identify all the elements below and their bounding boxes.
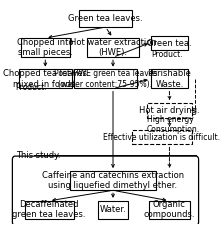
FancyBboxPatch shape bbox=[151, 36, 188, 50]
Text: Hot air drying.: Hot air drying. bbox=[139, 106, 200, 115]
Text: Effective utilization is difficult.: Effective utilization is difficult. bbox=[103, 133, 220, 142]
Text: Post-HWE green tea leaves
(water content:75-95%).: Post-HWE green tea leaves (water content… bbox=[54, 69, 157, 89]
FancyBboxPatch shape bbox=[87, 38, 139, 57]
FancyBboxPatch shape bbox=[147, 103, 192, 117]
Text: Chopped into
small pieces.: Chopped into small pieces. bbox=[17, 38, 73, 57]
FancyBboxPatch shape bbox=[21, 38, 70, 57]
FancyBboxPatch shape bbox=[79, 10, 132, 27]
Text: This study.: This study. bbox=[16, 151, 61, 160]
Text: Product.: Product. bbox=[152, 50, 183, 59]
Text: Caffeine and catechins extraction
using liquefied dimethyl ether.: Caffeine and catechins extraction using … bbox=[42, 171, 184, 190]
FancyBboxPatch shape bbox=[12, 156, 199, 225]
FancyBboxPatch shape bbox=[98, 201, 128, 219]
Text: Water.: Water. bbox=[100, 205, 126, 214]
Text: Green tea.: Green tea. bbox=[147, 39, 192, 48]
Text: Product.: Product. bbox=[15, 83, 47, 92]
Text: Hot water extraction
(HWE).: Hot water extraction (HWE). bbox=[70, 38, 156, 57]
FancyBboxPatch shape bbox=[25, 201, 73, 219]
FancyBboxPatch shape bbox=[132, 130, 192, 144]
FancyBboxPatch shape bbox=[151, 70, 188, 88]
Text: Perishable
Waste.: Perishable Waste. bbox=[147, 69, 191, 89]
FancyBboxPatch shape bbox=[149, 201, 190, 219]
FancyBboxPatch shape bbox=[73, 70, 138, 88]
FancyBboxPatch shape bbox=[70, 171, 156, 190]
Text: Chopped tea leaves
mixed in foods.: Chopped tea leaves mixed in foods. bbox=[3, 69, 87, 89]
Text: High energy
Consumption.: High energy Consumption. bbox=[147, 115, 200, 135]
Text: Green tea leaves.: Green tea leaves. bbox=[68, 14, 143, 23]
FancyBboxPatch shape bbox=[19, 70, 72, 88]
Text: Organic
compounds.: Organic compounds. bbox=[144, 200, 195, 219]
Text: Decaffeinated
green tea leaves.: Decaffeinated green tea leaves. bbox=[12, 200, 86, 219]
